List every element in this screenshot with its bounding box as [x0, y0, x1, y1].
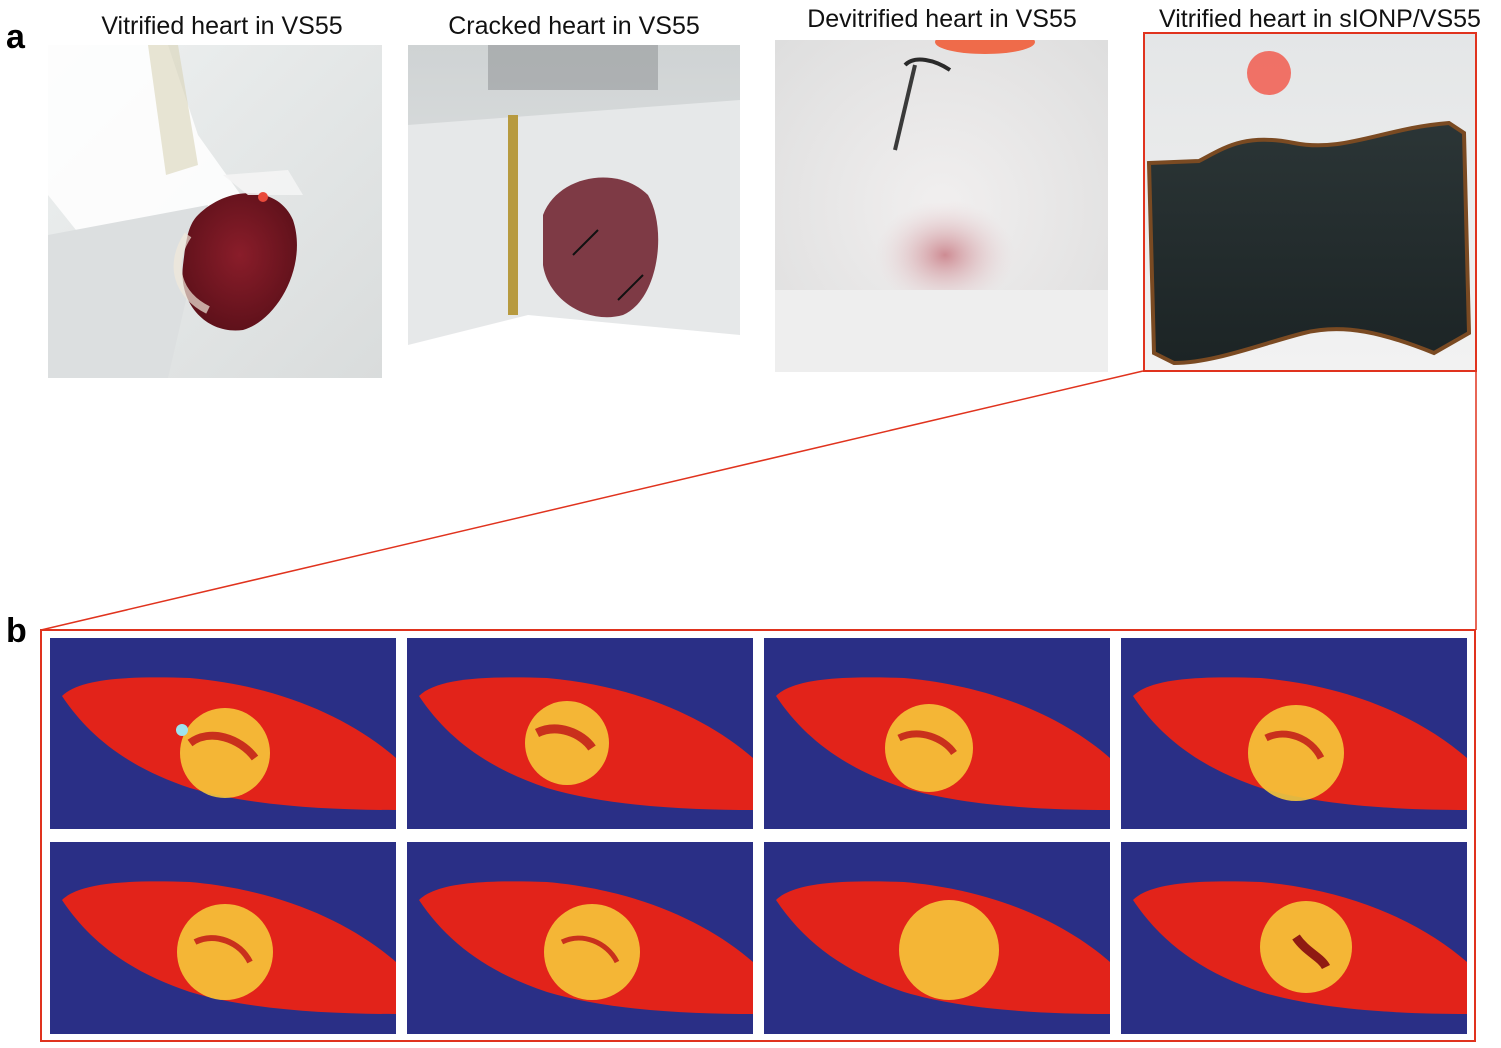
caption-vitrified-sionp: Vitrified heart in sIONP/VS55 [1159, 5, 1481, 33]
photo-vitrified-sionp-heart [1144, 33, 1476, 371]
thermal-scan-1 [50, 638, 396, 829]
panel-b-label: b [6, 612, 27, 650]
thermal-scan-5 [50, 842, 396, 1034]
caption-cracked-vs55: Cracked heart in VS55 [448, 12, 700, 40]
photo-vitrified-heart [48, 45, 382, 378]
thermal-scan-2 [407, 638, 753, 829]
photo-devitrified-heart [775, 40, 1108, 372]
thermal-scan-8 [1121, 842, 1467, 1034]
thermal-scan-grid [40, 629, 1476, 1042]
thermal-scan-3 [764, 638, 1110, 829]
caption-vitrified-vs55: Vitrified heart in VS55 [101, 12, 343, 40]
photo-cracked-heart [408, 45, 740, 376]
thermal-scan-7 [764, 842, 1110, 1034]
caption-devitrified-vs55: Devitrified heart in VS55 [807, 5, 1077, 33]
panel-a-label: a [6, 18, 25, 56]
thermal-scan-6 [407, 842, 753, 1034]
thermal-scan-4 [1121, 638, 1467, 829]
zoom-source-frame [1143, 32, 1477, 372]
